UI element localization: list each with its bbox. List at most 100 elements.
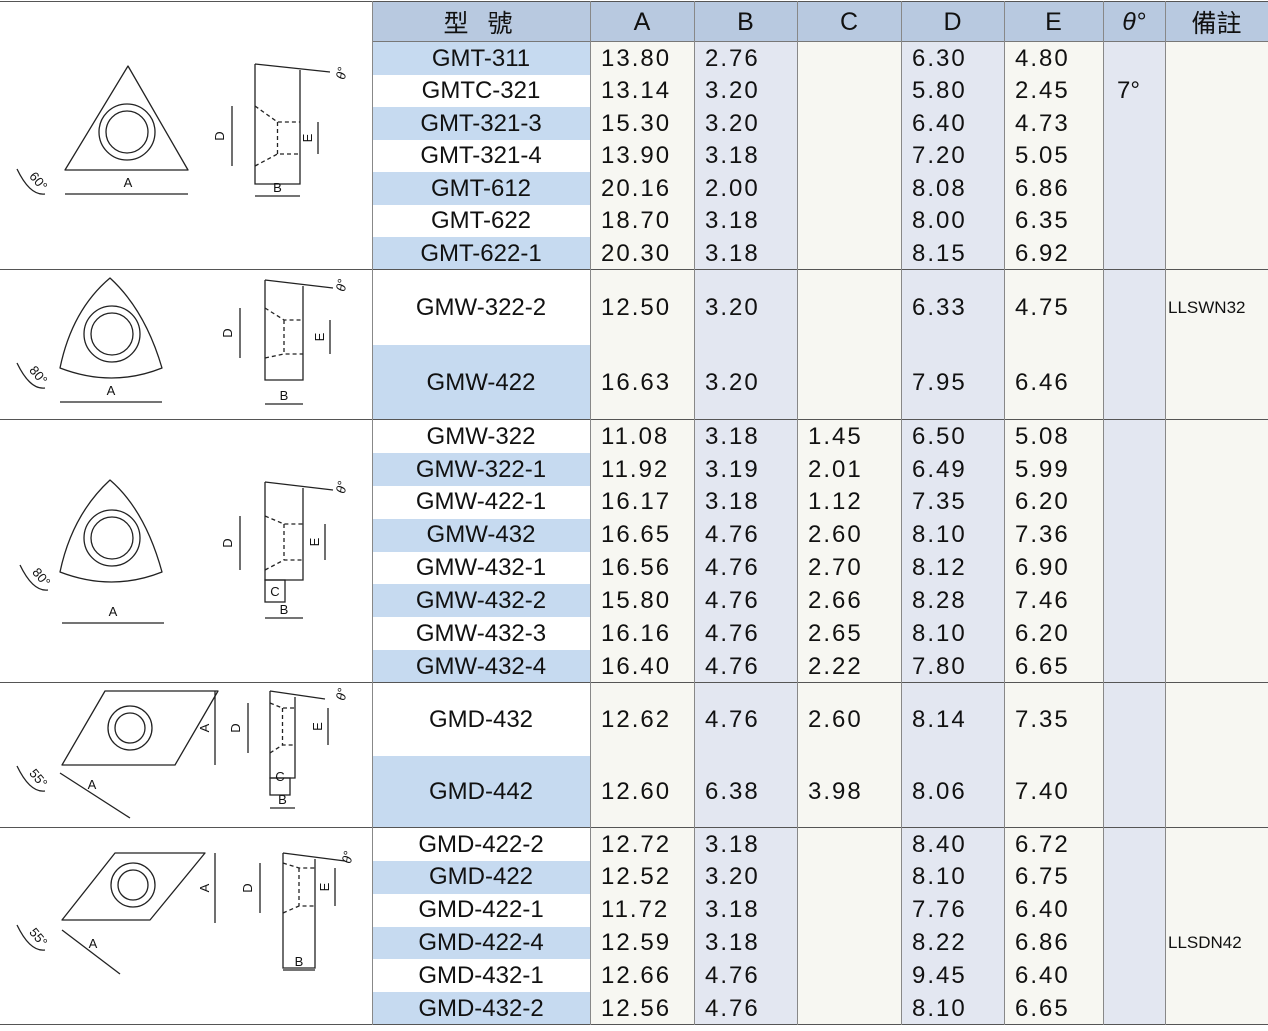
theta-label: θ° xyxy=(333,66,350,81)
header-cell: E xyxy=(1004,2,1103,42)
value-cell xyxy=(1103,172,1165,206)
value-cell: 8.00 xyxy=(901,204,1004,238)
value-cell: 8.10 xyxy=(901,518,1004,552)
header-cell: D xyxy=(901,2,1004,42)
value-cell: 8.12 xyxy=(901,551,1004,585)
value-cell: 12.60 xyxy=(590,755,694,829)
dim-label: A xyxy=(197,723,212,732)
value-cell: 8.08 xyxy=(901,172,1004,206)
hole-inner xyxy=(90,516,134,560)
angle-arc xyxy=(16,168,46,195)
value-cell: 11.08 xyxy=(590,420,694,454)
value-cell xyxy=(1165,74,1268,108)
dim-label: D xyxy=(240,883,255,892)
value-cell xyxy=(1103,992,1165,1026)
value-cell: 6.40 xyxy=(1004,893,1103,927)
value-cell xyxy=(1103,617,1165,651)
dim-label: C xyxy=(270,584,279,599)
value-cell: 7.40 xyxy=(1004,755,1103,829)
value-cell: 6.72 xyxy=(1004,828,1103,862)
model-cell: GMW-322-1 xyxy=(372,452,590,487)
value-cell: LLSDN42 xyxy=(1165,926,1268,960)
group-border xyxy=(0,419,1268,420)
value-cell: 5.99 xyxy=(1004,452,1103,487)
value-cell: 2.65 xyxy=(797,617,901,651)
hidden-line xyxy=(269,702,295,754)
value-cell xyxy=(1103,518,1165,552)
value-cell: 8.22 xyxy=(901,926,1004,960)
value-cell: 3.18 xyxy=(694,485,797,520)
hole-inner xyxy=(90,312,134,356)
dim-line xyxy=(59,772,131,819)
value-cell xyxy=(1165,584,1268,618)
column-border xyxy=(694,1,695,1025)
group-border xyxy=(0,269,1268,270)
value-cell: 2.66 xyxy=(797,584,901,618)
value-cell: 6.65 xyxy=(1004,650,1103,684)
header-cell: C xyxy=(797,2,901,42)
angle-arc xyxy=(19,564,49,591)
value-cell: 5.05 xyxy=(1004,139,1103,173)
hidden-line xyxy=(264,515,303,571)
value-cell: 2.60 xyxy=(797,683,901,756)
value-cell: 6.86 xyxy=(1004,926,1103,960)
value-cell: 2.76 xyxy=(694,42,797,76)
dim-label: E xyxy=(310,722,325,731)
hole-inner xyxy=(117,869,149,901)
value-cell: 16.56 xyxy=(590,551,694,585)
dim-label: E xyxy=(307,537,322,546)
value-cell xyxy=(1103,237,1165,271)
value-cell xyxy=(1165,420,1268,454)
theta-label: θ° xyxy=(333,278,350,293)
value-cell: 3.18 xyxy=(694,926,797,960)
dim-label: E xyxy=(317,882,332,891)
value-cell: 6.40 xyxy=(901,107,1004,141)
model-cell: GMW-432-2 xyxy=(372,584,590,618)
value-cell: 6.20 xyxy=(1004,617,1103,651)
value-cell: 6.20 xyxy=(1004,485,1103,520)
value-cell: 6.92 xyxy=(1004,237,1103,271)
value-cell: 6.50 xyxy=(901,420,1004,454)
value-cell: 2.00 xyxy=(694,172,797,206)
value-cell: 8.10 xyxy=(901,860,1004,895)
model-cell: GMW-322-2 xyxy=(372,270,590,346)
value-cell: 6.75 xyxy=(1004,860,1103,895)
value-cell: 6.46 xyxy=(1004,345,1103,421)
value-cell: LLSWN32 xyxy=(1165,270,1268,346)
value-cell xyxy=(797,172,901,206)
diagram: A 80° D E Bθ° C xyxy=(19,479,350,624)
column-border xyxy=(372,1,373,1025)
dim-label: A xyxy=(109,604,118,619)
value-cell: 13.80 xyxy=(590,42,694,76)
value-cell xyxy=(797,926,901,960)
value-cell: 4.76 xyxy=(694,584,797,618)
insert-outline xyxy=(59,277,163,379)
dim-label: B xyxy=(280,602,289,617)
value-cell xyxy=(1103,755,1165,829)
diagram: A 80° D E Bθ° xyxy=(16,277,350,405)
value-cell xyxy=(1103,270,1165,346)
value-cell: 16.63 xyxy=(590,345,694,421)
dim-label: E xyxy=(312,332,327,341)
value-cell: 4.80 xyxy=(1004,42,1103,76)
value-cell: 7.46 xyxy=(1004,584,1103,618)
value-cell: 6.38 xyxy=(694,755,797,829)
angle-label: 80° xyxy=(29,565,53,590)
value-cell: 12.72 xyxy=(590,828,694,862)
value-cell: 4.75 xyxy=(1004,270,1103,346)
side-view xyxy=(254,63,331,185)
model-cell: GMT-612 xyxy=(372,172,590,206)
value-cell: 8.28 xyxy=(901,584,1004,618)
model-cell: GMD-432-2 xyxy=(372,992,590,1026)
value-cell: 3.18 xyxy=(694,237,797,271)
model-cell: GMT-622-1 xyxy=(372,237,590,271)
value-cell: 4.76 xyxy=(694,683,797,756)
value-cell: 11.72 xyxy=(590,893,694,927)
value-cell xyxy=(1103,107,1165,141)
hole xyxy=(83,509,141,567)
value-cell: 12.66 xyxy=(590,959,694,993)
value-cell xyxy=(797,74,901,108)
side-view xyxy=(264,481,334,581)
value-cell: 4.76 xyxy=(694,992,797,1026)
angle-arc xyxy=(16,765,46,792)
